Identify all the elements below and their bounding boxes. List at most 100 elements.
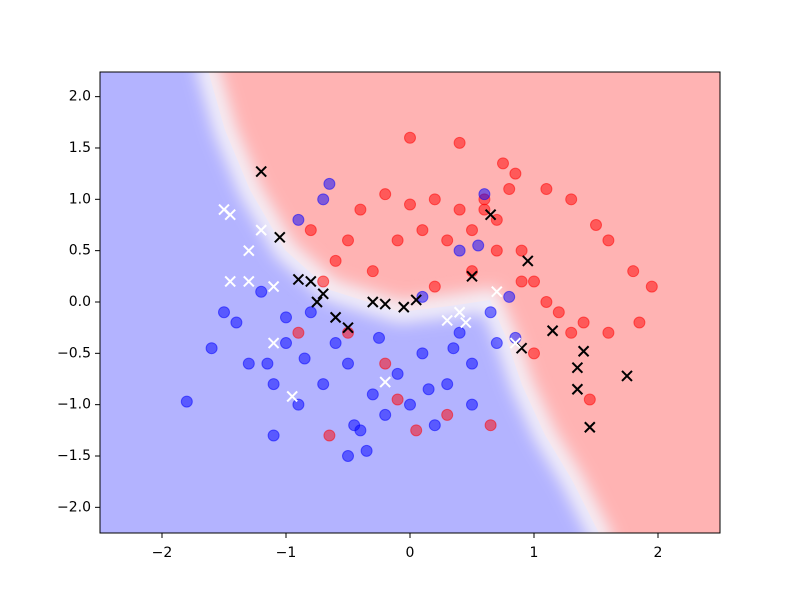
point: [354, 424, 367, 437]
point: [441, 234, 454, 247]
point: [360, 444, 373, 457]
point: [304, 306, 317, 319]
x-tick-label: −1: [276, 545, 297, 561]
point: [317, 193, 330, 206]
point: [466, 224, 478, 237]
x-tick-label: −2: [152, 545, 173, 561]
point: [329, 254, 342, 267]
y-tick-label: 0.5: [69, 243, 91, 259]
point: [540, 295, 553, 308]
y-tick-label: −0.5: [57, 345, 91, 361]
point: [267, 378, 280, 391]
x-marker: [453, 306, 466, 318]
point: [627, 265, 640, 278]
point: [453, 203, 466, 216]
point: [180, 395, 193, 408]
y-tick-label: −1.5: [57, 448, 91, 464]
point: [205, 342, 218, 355]
point: [490, 337, 503, 350]
point: [484, 306, 497, 319]
x-marker: [243, 275, 255, 288]
point: [366, 265, 379, 278]
x-marker: [311, 296, 323, 308]
point: [497, 157, 509, 170]
x-marker: [466, 270, 478, 283]
point: [447, 342, 460, 355]
point: [323, 177, 336, 190]
point: [298, 352, 311, 365]
point: [466, 398, 478, 411]
point: [453, 244, 466, 257]
x-marker: [571, 383, 584, 395]
x-marker: [329, 311, 342, 324]
point: [583, 393, 596, 406]
point: [515, 275, 528, 288]
point: [633, 316, 646, 329]
x-marker: [224, 275, 236, 288]
point: [602, 326, 615, 339]
point: [453, 326, 466, 339]
x-marker: [584, 421, 596, 433]
point: [354, 203, 367, 216]
point: [645, 280, 658, 293]
point: [292, 213, 305, 226]
point: [366, 388, 379, 401]
x-tick-label: 2: [654, 545, 663, 561]
x-marker: [398, 301, 410, 313]
point: [242, 357, 255, 370]
x-marker: [460, 316, 472, 329]
point: [379, 188, 392, 201]
point: [528, 347, 540, 360]
point: [342, 357, 354, 370]
point: [416, 290, 429, 303]
point: [329, 337, 342, 350]
x-marker: [379, 298, 391, 310]
point: [404, 398, 416, 411]
y-tick-label: 0.0: [69, 294, 91, 310]
point: [540, 183, 553, 196]
x-marker: [274, 231, 286, 244]
point: [230, 316, 243, 329]
point: [565, 193, 578, 206]
point: [323, 429, 336, 442]
point: [379, 357, 392, 370]
point: [428, 419, 441, 432]
point: [391, 234, 404, 247]
point: [422, 383, 435, 396]
point: [292, 326, 305, 339]
point: [218, 306, 230, 319]
decision-region: [100, 72, 720, 533]
point: [379, 408, 392, 421]
x-marker: [379, 376, 391, 388]
point: [292, 398, 305, 411]
x-marker: [367, 296, 379, 308]
point: [304, 224, 317, 237]
point: [490, 244, 503, 257]
y-tick-label: 1.0: [69, 191, 91, 207]
x-marker: [621, 370, 633, 382]
point: [373, 331, 385, 344]
point: [503, 290, 516, 303]
point: [565, 326, 578, 339]
x-marker: [243, 244, 255, 257]
x-marker: [224, 209, 236, 221]
point: [342, 449, 354, 462]
point: [478, 188, 491, 201]
point: [484, 419, 497, 432]
point: [503, 183, 516, 196]
x-tick-label: 0: [406, 545, 415, 561]
x-marker: [491, 286, 503, 298]
point: [391, 367, 404, 380]
point: [552, 306, 565, 319]
point: [404, 198, 416, 211]
point: [602, 234, 615, 247]
x-marker: [577, 345, 590, 357]
y-tick-label: 1.5: [69, 140, 91, 156]
point: [577, 316, 590, 329]
point: [441, 408, 454, 421]
point: [317, 275, 330, 288]
point: [317, 378, 330, 391]
x-marker: [484, 209, 497, 221]
x-marker: [286, 390, 298, 403]
point: [528, 275, 540, 288]
